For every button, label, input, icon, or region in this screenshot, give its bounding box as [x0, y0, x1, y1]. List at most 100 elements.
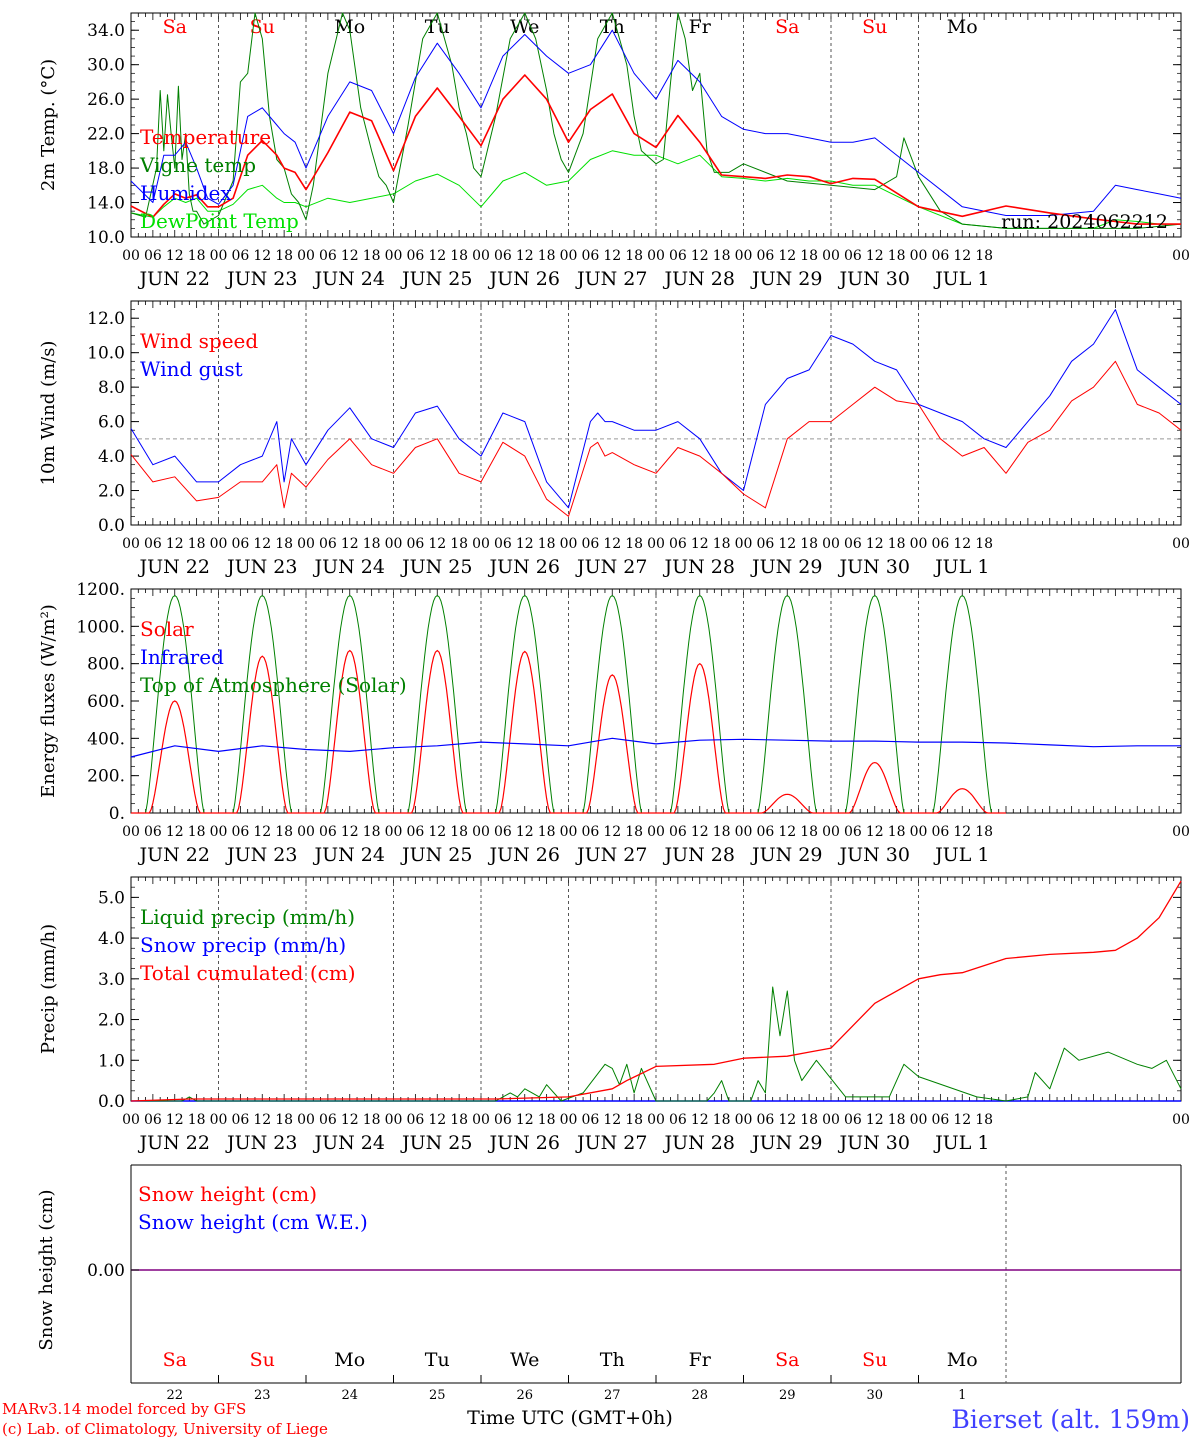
- x-hour-label: 00: [735, 1112, 753, 1128]
- x-hour-label: 00: [735, 536, 753, 552]
- legend-dewpoint: DewPoint Temp: [140, 209, 299, 233]
- x-hour-label: 18: [888, 536, 906, 552]
- weekday-label: Sa: [163, 16, 187, 38]
- weekday-label: Su: [250, 16, 275, 38]
- x-date-label: JUN 28: [663, 556, 735, 578]
- y-tick-label: 1200.: [76, 580, 125, 600]
- x-hour-label: 18: [275, 536, 293, 552]
- x-hour-label: 00: [472, 824, 490, 840]
- y-tick-label: 400.: [87, 729, 125, 749]
- x-hour-label: 06: [319, 536, 337, 552]
- x-hour-label: 12: [866, 536, 884, 552]
- x-hour-label: 00: [122, 824, 140, 840]
- y-tick-label: 4.0: [98, 447, 125, 467]
- x-hour-label: 06: [231, 824, 249, 840]
- y-axis-label: Energy fluxes (W/m²): [38, 604, 59, 798]
- x-hour-label: 00: [210, 824, 228, 840]
- x-hour-label: 18: [188, 824, 206, 840]
- x-hour-label: 18: [450, 824, 468, 840]
- x-hour-label: 18: [625, 248, 643, 264]
- run-label: run: 2024062212: [1001, 211, 1168, 233]
- x-hour-label: 18: [188, 536, 206, 552]
- day-number-label: 1: [958, 1388, 966, 1403]
- panel-snow: 0.00 Snow height (cm) Snow height (cm W.E.…: [36, 1164, 1182, 1403]
- temperature-line: [130, 74, 1181, 225]
- x-hour-label: 18: [713, 248, 731, 264]
- x-date-label: JUN 30: [838, 268, 910, 290]
- y-tick-label: 26.0: [87, 90, 125, 110]
- x-hour-label: 18: [625, 536, 643, 552]
- weekday-label: Tu: [425, 16, 450, 38]
- y-tick-label: 8.0: [98, 378, 125, 398]
- y-axis-label: 10m Wind (m/s): [38, 341, 59, 486]
- x-hour-label: 00: [122, 536, 140, 552]
- x-hour-label: 18: [713, 824, 731, 840]
- x-hour-label: 18: [888, 824, 906, 840]
- x-hour-label: 12: [603, 1112, 621, 1128]
- legend-infrared: Infrared: [140, 645, 224, 669]
- x-hour-label: 06: [844, 824, 862, 840]
- x-hour-label: 12: [691, 1112, 709, 1128]
- x-date-label: JUN 29: [750, 556, 822, 578]
- x-hour-label: 06: [756, 536, 774, 552]
- x-hour-label: 06: [319, 824, 337, 840]
- lab-credit: (c) Lab. of Climatology, University of L…: [2, 1420, 328, 1438]
- x-hour-label: 06: [844, 1112, 862, 1128]
- plot-frame: [130, 588, 1182, 814]
- y-tick-label: 10.0: [87, 344, 125, 364]
- x-hour-label: 18: [888, 1112, 906, 1128]
- x-hour-label: 18: [800, 1112, 818, 1128]
- y-tick-label: 34.0: [87, 21, 125, 41]
- x-hour-label: 12: [691, 824, 709, 840]
- x-hour-label: 12: [341, 248, 359, 264]
- y-tick-label: 0.: [109, 804, 125, 824]
- x-date-label: JUN 30: [838, 556, 910, 578]
- plot-frame: [130, 12, 1182, 238]
- x-hour-label: 00: [735, 248, 753, 264]
- weekday-label: Su: [250, 1349, 275, 1371]
- x-hour-label: 12: [603, 248, 621, 264]
- x-hour-label: 18: [275, 248, 293, 264]
- x-hour-label: 06: [756, 248, 774, 264]
- x-date-label: JUN 28: [663, 268, 735, 290]
- x-hour-label: 12: [691, 536, 709, 552]
- weekday-label: Mo: [947, 1349, 978, 1371]
- weekday-label: We: [510, 16, 539, 38]
- x-hour-label: 00: [560, 824, 578, 840]
- y-axis-label: Snow height (cm): [36, 1189, 57, 1350]
- x-hour-label: 18: [450, 1112, 468, 1128]
- y-tick-label: 2.0: [98, 1011, 125, 1031]
- legend-toa: Top of Atmosphere (Solar): [140, 673, 407, 697]
- x-hour-label: 06: [406, 1112, 424, 1128]
- x-hour-label: 18: [188, 1112, 206, 1128]
- x-hour-label: 18: [975, 1112, 993, 1128]
- x-hour-label: 12: [253, 248, 271, 264]
- legend-wind-gust: Wind gust: [140, 357, 243, 381]
- x-hour-label: 00: [385, 1112, 403, 1128]
- x-hour-label: 06: [144, 248, 162, 264]
- x-hour-label: 18: [625, 824, 643, 840]
- day-number-label: 26: [516, 1388, 533, 1403]
- x-date-label: JUN 28: [663, 844, 735, 866]
- x-hour-label: 12: [866, 1112, 884, 1128]
- x-hour-label: 12: [428, 824, 446, 840]
- x-hour-label: 12: [341, 536, 359, 552]
- x-hour-label: 00: [1172, 248, 1190, 264]
- x-hour-label: 12: [603, 824, 621, 840]
- day-number-label: 30: [866, 1388, 883, 1403]
- station-label: Bierset (alt. 159m): [951, 1405, 1190, 1434]
- x-hour-label: 00: [910, 248, 928, 264]
- x-date-label: JUN 23: [225, 268, 297, 290]
- x-hour-label: 00: [910, 824, 928, 840]
- y-tick-label: 6.0: [98, 413, 125, 433]
- x-hour-label: 06: [144, 824, 162, 840]
- y-tick-label: 12.0: [87, 309, 125, 329]
- infrared-line: [130, 737, 1181, 758]
- x-date-label: JUN 26: [488, 844, 560, 866]
- x-hour-label: 06: [581, 536, 599, 552]
- x-hour-label: 00: [472, 1112, 490, 1128]
- x-date-label: JUN 23: [225, 556, 297, 578]
- legend-snow-height: Snow height (cm): [138, 1182, 317, 1206]
- weekday-label: Su: [862, 16, 887, 38]
